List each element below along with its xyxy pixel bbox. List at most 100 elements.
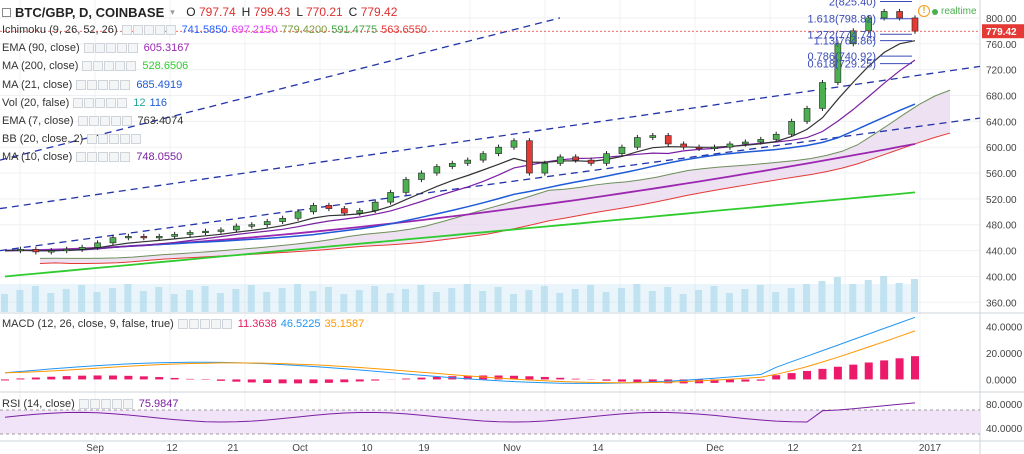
indicator-option-icon[interactable] [88, 116, 99, 126]
indicator-option-icon[interactable] [116, 43, 127, 54]
indicator-option-icon[interactable] [109, 152, 120, 163]
indicator-buttons[interactable] [78, 399, 133, 409]
indicator-option-icon[interactable] [78, 399, 89, 409]
realtime-dot-icon [932, 8, 938, 15]
legend-row-3[interactable]: MA (21, close) 685.4919 [2, 77, 186, 93]
indicator-buttons[interactable] [77, 116, 132, 126]
indicator-option-icon[interactable] [87, 152, 98, 163]
indicator-option-icon[interactable] [76, 79, 87, 90]
volume-bar [864, 280, 872, 312]
indicator-label: BB (20, close, 2) [2, 133, 84, 146]
volume-bar [803, 284, 811, 312]
legend-row-6[interactable]: BB (20, close, 2) [2, 131, 147, 147]
indicator-buttons[interactable] [87, 134, 142, 145]
indicator-option-icon[interactable] [177, 319, 188, 329]
candle-body [556, 156, 564, 164]
fibonacci-levels: 2(825.40) 1.618(798.82) 1.272(774.74)1.13(… [808, 0, 912, 71]
indicator-option-icon[interactable] [165, 25, 176, 35]
indicator-option-icon[interactable] [104, 61, 115, 72]
price-tick-label: 720.00 [986, 66, 1017, 77]
indicator-option-icon[interactable] [110, 116, 121, 126]
indicator-option-icon[interactable] [121, 116, 132, 126]
indicator-buttons[interactable] [76, 79, 131, 90]
indicator-option-icon[interactable] [106, 97, 117, 108]
indicator-option-icon[interactable] [115, 61, 126, 72]
indicator-option-icon[interactable] [87, 79, 98, 90]
indicator-option-icon[interactable] [132, 25, 143, 35]
indicator-buttons[interactable] [76, 152, 131, 163]
legend-row-0[interactable]: Ichimoku (9, 26, 52, 26) 741.5850 697.2150… [2, 22, 431, 38]
volume-bar [525, 290, 533, 312]
legend-row-2[interactable]: MA (200, close) 528.6506 [2, 58, 192, 74]
channel-middle [0, 65, 981, 210]
macd-histogram-bar [278, 379, 287, 384]
indicator-value: 748.0550 [136, 151, 183, 164]
indicator-option-icon[interactable] [111, 399, 122, 409]
indicator-option-icon[interactable] [77, 116, 88, 126]
indicator-option-icon[interactable] [94, 43, 105, 54]
indicator-option-icon[interactable] [93, 61, 104, 72]
time-tick-label: 12 [166, 443, 178, 454]
chevron-down-icon[interactable]: ▾ [170, 6, 175, 17]
indicator-option-icon[interactable] [199, 319, 210, 329]
indicator-option-icon[interactable] [87, 134, 98, 145]
indicator-value: 779.4200 [281, 24, 328, 36]
indicator-option-icon[interactable] [122, 399, 133, 409]
indicator-option-icon[interactable] [89, 399, 100, 409]
indicator-option-icon[interactable] [98, 134, 109, 145]
legend-row-5[interactable]: EMA (7, close) 763.4074 [2, 113, 187, 129]
high-value: H 799.43 [241, 5, 291, 19]
indicator-option-icon[interactable] [99, 116, 110, 126]
indicator-option-icon[interactable] [98, 79, 109, 90]
indicator-option-icon[interactable] [73, 97, 84, 108]
symbol-title[interactable]: BTC/GBP, D, COINBASE [15, 4, 165, 20]
indicator-buttons[interactable] [121, 25, 176, 35]
indicator-option-icon[interactable] [154, 25, 165, 35]
indicator-option-icon[interactable] [221, 319, 232, 329]
indicator-option-icon[interactable] [98, 152, 109, 163]
warning-icon[interactable]: ! [918, 5, 930, 17]
indicator-option-icon[interactable] [121, 25, 132, 35]
indicator-option-icon[interactable] [143, 25, 154, 35]
indicator-option-icon[interactable] [120, 152, 131, 163]
indicator-option-icon[interactable] [120, 134, 131, 145]
indicator-option-icon[interactable] [95, 97, 106, 108]
indicator-option-icon[interactable] [76, 152, 87, 163]
indicator-option-icon[interactable] [84, 97, 95, 108]
indicator-label: EMA (7, close) [2, 115, 74, 127]
candle-body [788, 121, 795, 135]
legend-row-4[interactable]: Vol (20, false) 12 116 [2, 95, 171, 111]
indicator-option-icon[interactable] [82, 61, 93, 72]
indicator-option-icon[interactable] [127, 43, 138, 54]
indicator-buttons[interactable] [177, 319, 232, 329]
macd-histogram-bar [324, 379, 333, 383]
indicator-option-icon[interactable] [117, 97, 128, 108]
indicator-option-icon[interactable] [105, 43, 116, 54]
rsi-legend[interactable]: RSI (14, close) 75.9847 [2, 396, 183, 412]
legend-row-7[interactable]: MA (10, close) 748.0550 [2, 149, 186, 165]
volume-bar [540, 286, 548, 312]
indicator-value: 563.6550 [381, 24, 428, 36]
indicator-buttons[interactable] [73, 97, 128, 108]
indicator-option-icon[interactable] [109, 134, 120, 145]
indicator-option-icon[interactable] [126, 61, 137, 72]
collapse-toggle-icon[interactable] [2, 7, 11, 17]
indicator-buttons[interactable] [82, 61, 137, 72]
volume-bar [664, 287, 672, 312]
candle-body [125, 236, 132, 239]
indicator-option-icon[interactable] [83, 43, 94, 54]
indicator-option-icon[interactable] [120, 79, 131, 90]
macd-tick-label: 40.0000 [986, 323, 1023, 334]
indicator-option-icon[interactable] [210, 319, 221, 329]
candle-body [17, 249, 24, 252]
macd-legend[interactable]: MACD (12, 26, close, 9, false, true) 11.3… [2, 316, 368, 332]
indicator-option-icon[interactable] [109, 79, 120, 90]
indicator-buttons[interactable] [83, 43, 138, 54]
close-value: C 779.42 [348, 5, 398, 19]
legend-row-1[interactable]: EMA (90, close) 605.3167 [2, 40, 194, 56]
volume-bar [448, 288, 456, 312]
indicator-option-icon[interactable] [131, 134, 142, 145]
indicator-option-icon[interactable] [100, 399, 111, 409]
indicator-option-icon[interactable] [188, 319, 199, 329]
